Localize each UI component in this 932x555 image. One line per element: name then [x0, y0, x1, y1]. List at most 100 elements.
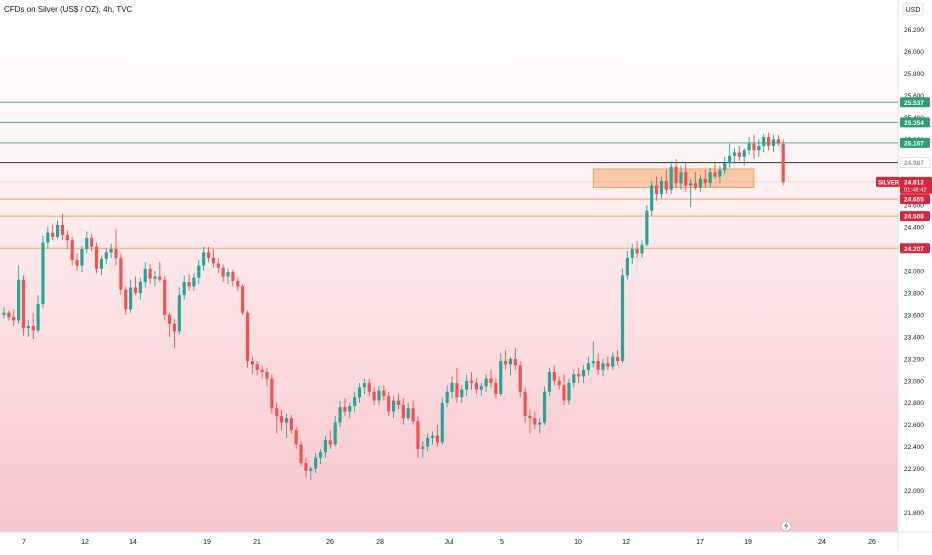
candle[interactable]	[104, 247, 108, 265]
candle[interactable]	[430, 431, 435, 445]
candle[interactable]	[153, 271, 157, 287]
candle[interactable]	[494, 378, 498, 399]
candle[interactable]	[732, 148, 737, 164]
candle[interactable]	[479, 382, 483, 397]
candle[interactable]	[659, 176, 664, 199]
candle[interactable]	[489, 369, 493, 388]
candle[interactable]	[572, 369, 576, 388]
candle[interactable]	[669, 161, 673, 195]
candle[interactable]	[435, 424, 440, 447]
candle[interactable]	[177, 287, 181, 335]
candle[interactable]	[645, 205, 649, 247]
candle[interactable]	[708, 167, 712, 188]
candle[interactable]	[55, 220, 60, 240]
candle[interactable]	[499, 353, 503, 397]
candle[interactable]	[416, 415, 420, 458]
candle[interactable]	[421, 441, 425, 458]
candle[interactable]	[99, 255, 103, 276]
candle[interactable]	[75, 253, 79, 271]
candle[interactable]	[211, 249, 216, 268]
candle[interactable]	[119, 253, 123, 296]
candle[interactable]	[396, 393, 401, 410]
candle[interactable]	[114, 229, 118, 266]
candle[interactable]	[776, 134, 780, 146]
candle[interactable]	[586, 356, 590, 376]
candle[interactable]	[533, 411, 537, 430]
candle[interactable]	[41, 235, 45, 309]
candle[interactable]	[762, 133, 766, 153]
candle[interactable]	[94, 242, 99, 274]
candle[interactable]	[241, 284, 245, 315]
candle[interactable]	[309, 466, 313, 480]
candle[interactable]	[318, 448, 323, 465]
candle[interactable]	[538, 418, 542, 434]
candle[interactable]	[333, 415, 337, 447]
candle[interactable]	[80, 245, 84, 273]
candle[interactable]	[460, 385, 464, 403]
candle[interactable]	[143, 262, 147, 288]
candle[interactable]	[21, 275, 26, 336]
lightning-icon[interactable]	[780, 520, 792, 532]
candle[interactable]	[226, 268, 230, 285]
candle[interactable]	[138, 277, 142, 300]
candle[interactable]	[689, 178, 693, 208]
candle[interactable]	[455, 367, 459, 403]
candle[interactable]	[401, 398, 405, 425]
candle[interactable]	[698, 174, 703, 192]
candle[interactable]	[781, 139, 785, 186]
candle[interactable]	[284, 413, 289, 438]
candle[interactable]	[2, 307, 6, 319]
candle[interactable]	[299, 441, 303, 467]
candle[interactable]	[314, 453, 318, 474]
candle[interactable]	[289, 414, 293, 434]
candle[interactable]	[591, 341, 595, 368]
candle[interactable]	[766, 132, 771, 151]
candle[interactable]	[606, 356, 610, 370]
candle[interactable]	[703, 169, 707, 188]
candle[interactable]	[474, 378, 478, 394]
candle[interactable]	[343, 398, 347, 416]
candle[interactable]	[465, 375, 469, 397]
candle[interactable]	[611, 352, 615, 370]
candle[interactable]	[752, 134, 756, 160]
candle[interactable]	[635, 241, 639, 258]
candle[interactable]	[158, 262, 162, 282]
candle[interactable]	[504, 350, 508, 370]
candle[interactable]	[601, 358, 605, 377]
candle[interactable]	[654, 176, 659, 201]
candle[interactable]	[245, 310, 250, 368]
candle[interactable]	[513, 347, 517, 370]
candle[interactable]	[85, 231, 89, 254]
candle[interactable]	[508, 356, 513, 376]
candle[interactable]	[323, 435, 328, 458]
candle[interactable]	[450, 376, 454, 399]
candle[interactable]	[65, 230, 69, 250]
candle[interactable]	[577, 367, 581, 383]
candle[interactable]	[250, 356, 254, 375]
candle[interactable]	[236, 277, 240, 291]
candle[interactable]	[167, 312, 172, 337]
candle[interactable]	[392, 396, 396, 419]
candle[interactable]	[270, 374, 274, 414]
supply-demand-zone[interactable]	[592, 168, 755, 188]
candle[interactable]	[693, 172, 698, 190]
candle[interactable]	[70, 236, 74, 266]
candle[interactable]	[757, 139, 761, 157]
candle[interactable]	[31, 312, 35, 340]
candle[interactable]	[90, 233, 94, 252]
candle[interactable]	[679, 165, 683, 190]
candle[interactable]	[294, 426, 298, 449]
candle[interactable]	[523, 387, 527, 423]
candle[interactable]	[163, 276, 167, 321]
candle[interactable]	[581, 365, 586, 383]
candle[interactable]	[216, 257, 220, 274]
candle[interactable]	[133, 276, 138, 296]
candle[interactable]	[411, 400, 415, 425]
candle[interactable]	[192, 273, 196, 291]
candle[interactable]	[771, 134, 776, 153]
candle[interactable]	[723, 156, 727, 175]
candle[interactable]	[552, 365, 556, 386]
candle[interactable]	[713, 163, 717, 179]
